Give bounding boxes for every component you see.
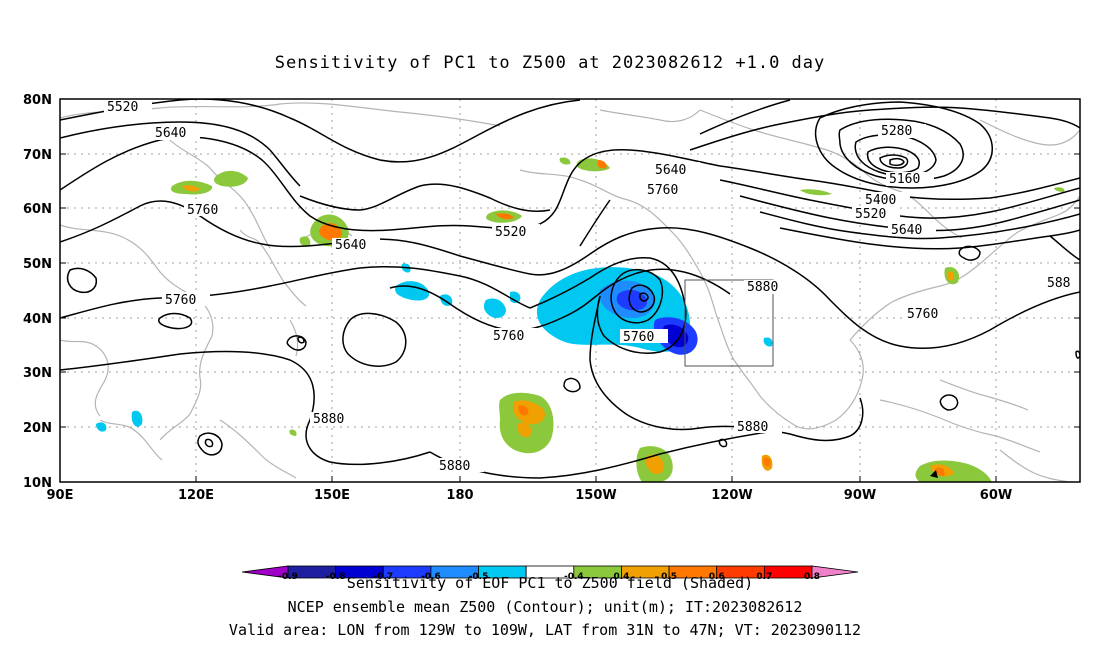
colorbar-tick-label: -0.5 bbox=[469, 572, 489, 582]
colorbar-tick-label: -0.6 bbox=[421, 572, 441, 582]
lon-label: 150E bbox=[314, 488, 350, 503]
colorbar bbox=[241, 565, 859, 579]
contour-label: 5640 bbox=[891, 223, 922, 238]
footer-line-1: NCEP ensemble mean Z500 (Contour); unit(… bbox=[288, 598, 803, 616]
contour-labels: 5520 5640 5760 5640 5760 5520 5640 5760 … bbox=[104, 100, 1080, 474]
contour-label: 5520 bbox=[855, 207, 886, 222]
contour-label: 5880 bbox=[439, 459, 470, 474]
contour-label: 5520 bbox=[495, 225, 526, 240]
contour-label: 5760 bbox=[647, 183, 678, 198]
lon-label: 120E bbox=[178, 488, 214, 503]
colorbar-tick-label: 0.8 bbox=[804, 572, 820, 582]
footer-line-2: Valid area: LON from 129W to 109W, LAT f… bbox=[229, 621, 861, 639]
contour-label: 5760 bbox=[165, 293, 196, 308]
lat-label: 60N bbox=[23, 202, 52, 217]
contour-label: 5880 bbox=[737, 420, 768, 435]
lon-label: 150W bbox=[575, 488, 616, 503]
colorbar-tick-label: 0.4 bbox=[613, 572, 629, 582]
contour-label: 5760 bbox=[493, 329, 524, 344]
lon-label: 120W bbox=[711, 488, 752, 503]
lat-label: 30N bbox=[23, 366, 52, 381]
contour-label: 5640 bbox=[155, 126, 186, 141]
contour-label: 5160 bbox=[889, 172, 920, 187]
colorbar-labels: -0.9 -0.8 -0.7 -0.6 -0.5 -0.4 0.4 0.5 0.6 0.7 0.8 bbox=[278, 572, 820, 582]
lat-label: 40N bbox=[23, 312, 52, 327]
colorbar-caption: Sensitivity of EOF PC1 to Z500 field (Sh… bbox=[347, 574, 753, 592]
contour-label: 5400 bbox=[865, 193, 896, 208]
lon-labels: 90E 120E 150E 180 150W 120W 90W 60W bbox=[47, 488, 1013, 503]
contour-label: 5640 bbox=[655, 163, 686, 178]
contour-label: 5880 bbox=[747, 280, 778, 295]
lat-label: 10N bbox=[23, 476, 52, 491]
marker-icon bbox=[930, 470, 938, 478]
map-border bbox=[59, 98, 1081, 483]
colorbar-tick-label: -0.7 bbox=[373, 572, 393, 582]
lat-label: 80N bbox=[23, 93, 52, 108]
contour-label: 5520 bbox=[107, 100, 138, 115]
contour-label: 588 bbox=[1047, 276, 1070, 291]
contour-label: 5760 bbox=[907, 307, 938, 322]
lon-label: 90E bbox=[47, 488, 74, 503]
lat-label: 70N bbox=[23, 148, 52, 163]
colorbar-tick-label: 0.5 bbox=[661, 572, 677, 582]
contour-label: 5760 bbox=[187, 203, 218, 218]
colorbar-segment bbox=[811, 565, 859, 579]
map-title: Sensitivity of PC1 to Z500 at 2023082612… bbox=[275, 53, 826, 73]
lat-axis bbox=[60, 98, 1080, 483]
lat-labels: 80N 70N 60N 50N 40N 30N 20N 10N bbox=[23, 93, 52, 491]
contour-label: 5760 bbox=[623, 330, 654, 345]
lat-label: 20N bbox=[23, 421, 52, 436]
contour-label: 5880 bbox=[313, 412, 344, 427]
colorbar-tick-label: 0.7 bbox=[756, 572, 772, 582]
colorbar-tick-label: -0.4 bbox=[564, 572, 584, 582]
contour-label: 5640 bbox=[335, 238, 366, 253]
contour-label: 5280 bbox=[881, 124, 912, 139]
lon-label: 60W bbox=[980, 488, 1012, 503]
lon-label: 180 bbox=[446, 488, 473, 503]
colorbar-tick-label: -0.8 bbox=[326, 572, 346, 582]
lon-label: 90W bbox=[844, 488, 876, 503]
colorbar-tick-label: 0.6 bbox=[709, 572, 725, 582]
valid-area-box bbox=[684, 279, 774, 367]
colorbar-tick-label: -0.9 bbox=[278, 572, 298, 582]
lon-axis bbox=[195, 476, 997, 482]
lat-label: 50N bbox=[23, 257, 52, 272]
